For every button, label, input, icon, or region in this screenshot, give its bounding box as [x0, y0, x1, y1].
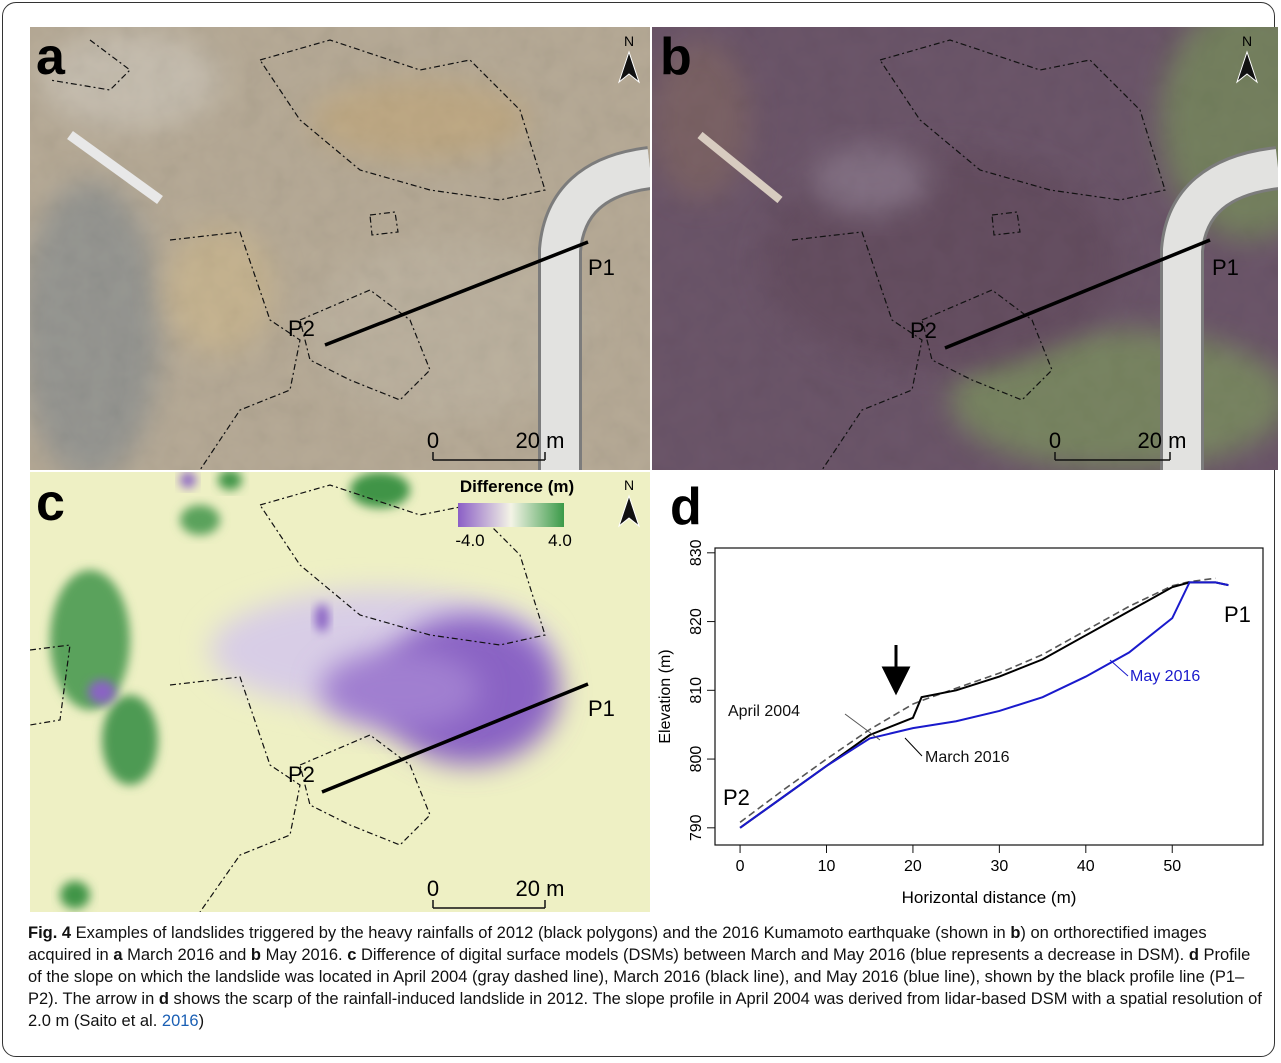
panel-label: c	[36, 474, 65, 532]
increase-zone	[180, 505, 220, 535]
x-axis-label: Horizontal distance (m)	[902, 888, 1077, 907]
x-tick-label: 50	[1163, 858, 1181, 875]
scale-end: 20 m	[516, 428, 565, 453]
page: a P1 P2 N 0 20 m b P1 P2 N 0 20 m c P1 P…	[0, 0, 1281, 1063]
x-tick-label: 30	[990, 858, 1008, 875]
x-tick-label: 20	[904, 858, 922, 875]
caption-text: Examples of landslides triggered by the …	[71, 924, 1010, 942]
scarp-arrow	[884, 645, 908, 692]
legend-title: Difference (m)	[460, 477, 574, 496]
profile-start: P2	[288, 762, 315, 787]
x-tick-label: 10	[818, 858, 836, 875]
plot-frame	[715, 548, 1263, 845]
series-label: March 2016	[925, 749, 1010, 766]
profile-line	[740, 582, 1228, 827]
increase-zone	[218, 470, 242, 490]
leader-line	[905, 738, 922, 756]
ortho-image-a	[20, 27, 650, 480]
caption-ref: a	[113, 946, 122, 964]
caption: Fig. 4 Examples of landslides triggered …	[28, 922, 1264, 1032]
caption-text: May 2016.	[261, 946, 347, 964]
caption-ref: b	[251, 946, 261, 964]
figure: a P1 P2 N 0 20 m b P1 P2 N 0 20 m c P1 P…	[0, 0, 1281, 915]
y-tick-label: 800	[688, 746, 705, 773]
increase-zone	[60, 881, 90, 909]
x-tick-label: 0	[736, 858, 745, 875]
caption-text: )	[199, 1012, 205, 1030]
panel-label: d	[670, 478, 702, 536]
scale-start: 0	[1049, 428, 1061, 453]
decrease-zone	[315, 604, 329, 632]
legend-max: 4.0	[548, 531, 572, 550]
scale-end: 20 m	[516, 876, 565, 901]
caption-text: shows the scarp of the rainfall-induced …	[28, 990, 1262, 1030]
north-label: N	[1242, 33, 1252, 49]
north-label: N	[624, 477, 634, 493]
color-ramp	[458, 503, 564, 527]
ortho-image-b	[650, 0, 1281, 470]
y-tick-label: 830	[688, 539, 705, 566]
increase-zone	[350, 472, 410, 508]
profile-end: P1	[588, 255, 615, 280]
north-label: N	[624, 33, 634, 49]
caption-text: March 2016 and	[123, 946, 251, 964]
profile-label: P2	[723, 785, 750, 810]
scale-start: 0	[427, 876, 439, 901]
profile-plot: 0 10 20 30 40 50 790 800 810 820 830 Horizontal dis…	[657, 539, 1251, 907]
decrease-zone	[320, 650, 480, 730]
increase-zone	[102, 695, 158, 785]
x-tick-label: 40	[1077, 858, 1095, 875]
y-tick-label: 810	[688, 677, 705, 704]
caption-label: Fig. 4	[28, 924, 71, 942]
y-axis-label: Elevation (m)	[657, 649, 674, 743]
profile-end: P1	[1212, 255, 1239, 280]
leader-line	[1110, 660, 1128, 676]
profile-start: P2	[910, 318, 937, 343]
caption-ref: d	[1189, 946, 1199, 964]
decrease-zone	[88, 680, 116, 704]
scale-end: 20 m	[1138, 428, 1187, 453]
panel-label: a	[36, 28, 66, 86]
panel-label: b	[660, 28, 692, 86]
y-tick-label: 790	[688, 814, 705, 841]
citation-link[interactable]: 2016	[162, 1012, 199, 1030]
caption-text: Difference of digital surface models (DS…	[356, 946, 1188, 964]
y-tick-label: 820	[688, 608, 705, 635]
profile-label: P1	[1224, 602, 1251, 627]
scale-start: 0	[427, 428, 439, 453]
caption-ref: b	[1010, 924, 1020, 942]
caption-ref: d	[159, 990, 169, 1008]
profile-line	[740, 578, 1215, 822]
decrease-zone	[180, 472, 196, 488]
profile-end: P1	[588, 696, 615, 721]
profile-line	[740, 582, 1228, 827]
profile-start: P2	[288, 316, 315, 341]
legend-min: -4.0	[455, 531, 484, 550]
series-label: April 2004	[728, 703, 800, 720]
series-label: May 2016	[1130, 668, 1200, 685]
